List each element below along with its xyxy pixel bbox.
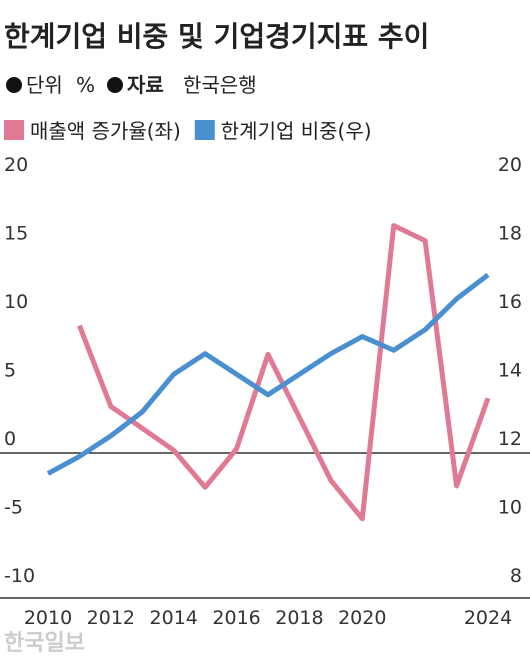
unit: % xyxy=(76,73,95,97)
unit-label: 단위 xyxy=(26,73,63,97)
legend-label: 한계기업 비중(우) xyxy=(221,119,372,143)
y-tick-label: 20 xyxy=(4,154,28,176)
x-tick-label: 2014 xyxy=(150,607,198,629)
x-tick-label: 2012 xyxy=(87,607,135,629)
y2-tick-label: 12 xyxy=(498,428,522,450)
watermark: 한국일보 xyxy=(4,631,85,656)
bullet xyxy=(107,77,123,93)
y-tick-label: 0 xyxy=(4,428,16,450)
y-tick-label: -10 xyxy=(4,565,35,587)
legend-swatch xyxy=(194,120,215,140)
x-tick-label: 2024 xyxy=(464,607,512,629)
x-tick-label: 2018 xyxy=(275,607,323,629)
y2-tick-label: 10 xyxy=(498,497,522,519)
x-tick-label: 2020 xyxy=(338,607,386,629)
y2-tick-label: 8 xyxy=(510,565,522,587)
y-tick-label: 5 xyxy=(4,360,16,382)
source: 한국은행 xyxy=(183,73,257,97)
x-tick-label: 2010 xyxy=(24,607,72,629)
x-tick-label: 2016 xyxy=(212,607,260,629)
y-tick-label: 10 xyxy=(4,291,28,313)
y-tick-label: 15 xyxy=(4,223,28,245)
legend-label: 매출액 증가율(좌) xyxy=(30,119,181,143)
y-tick-label: -5 xyxy=(4,497,23,519)
y2-tick-label: 20 xyxy=(498,154,522,176)
y2-tick-label: 18 xyxy=(498,223,522,245)
series-line xyxy=(77,223,491,522)
bullet xyxy=(6,77,22,93)
y2-tick-label: 14 xyxy=(498,360,522,382)
legend-swatch xyxy=(4,120,24,140)
chart-title: 한계기업 비중 및 기업경기지표 추이 xyxy=(4,20,429,53)
y2-tick-label: 16 xyxy=(498,291,522,313)
source-label: 자료 xyxy=(127,73,164,97)
series-line xyxy=(46,272,490,476)
